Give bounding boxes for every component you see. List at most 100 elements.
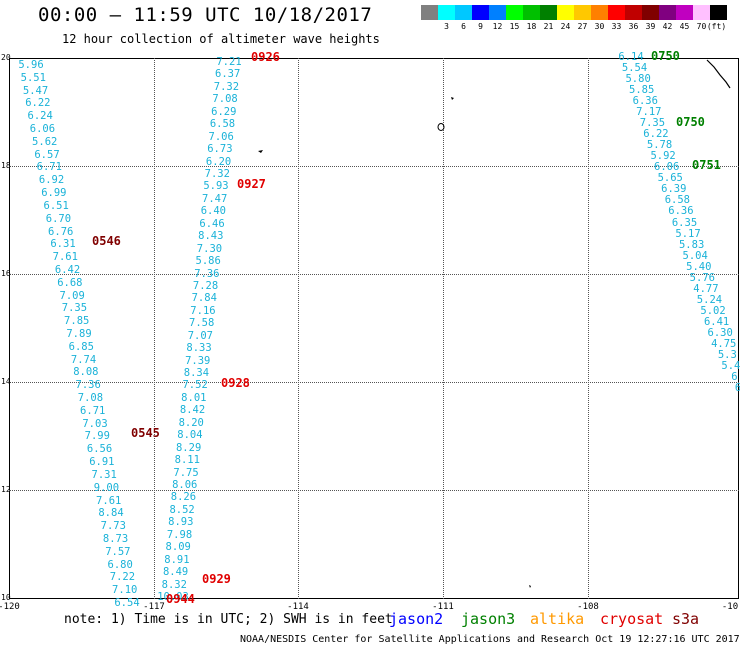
wave-height-value: 6.58	[209, 118, 236, 131]
legend-swatch	[489, 5, 506, 20]
wave-height-value: 6.22	[25, 97, 51, 110]
wave-height-value: 5.80	[625, 73, 651, 86]
wave-height-value: 7.39	[185, 354, 211, 367]
legend-label: 39	[645, 22, 656, 31]
wave-height-value: 7.22	[109, 571, 136, 584]
wave-height-value: 8.49	[162, 566, 189, 579]
legend-label: 27	[577, 22, 588, 31]
wave-height-value: 6.71	[36, 161, 62, 174]
wave-height-value: 6.36	[668, 205, 694, 218]
wave-height-value: 6.46	[199, 217, 225, 230]
y-axis-label: 16	[1, 269, 11, 278]
wave-height-value: 5.40	[686, 260, 712, 273]
wave-height-value: 6.56	[86, 443, 113, 456]
wave-height-value: 6.06	[654, 161, 680, 174]
wave-height-value: 8.20	[178, 416, 204, 429]
pass-time-label: 0545	[131, 426, 160, 440]
wave-height-value: 5.86	[195, 255, 221, 268]
satellite-name: cryosat	[600, 610, 664, 628]
wave-height-value: 7.30	[196, 242, 223, 255]
legend-swatch	[710, 5, 727, 20]
grid-line-horizontal	[9, 382, 739, 383]
wave-height-value: 7.61	[96, 494, 122, 507]
wave-height-value: 6.76	[48, 225, 74, 238]
wave-height-value: 8.91	[164, 553, 190, 566]
legend-swatch	[506, 5, 523, 20]
legend-label: 18	[526, 22, 537, 31]
wave-height-value: 7.17	[636, 106, 662, 119]
wave-height-value: 8.93	[168, 516, 194, 529]
x-axis-label: -120	[0, 602, 20, 612]
wave-height-value: 7.98	[166, 528, 193, 541]
wave-height-value: 6.40	[200, 205, 227, 218]
wave-height-value: 6	[734, 382, 740, 394]
wave-height-value: 5.85	[629, 84, 655, 97]
legend-label: 70	[696, 22, 707, 31]
wave-height-value: 7.35	[639, 117, 666, 130]
legend-label: 30	[594, 22, 605, 31]
x-axis-label: -108	[577, 602, 599, 612]
legend-swatch	[421, 5, 438, 20]
pass-time-label: 0944	[166, 592, 195, 606]
wave-height-value: 7.31	[91, 468, 117, 481]
wave-height-value: 8.42	[179, 404, 206, 417]
wave-height-value: 6.80	[107, 558, 133, 571]
legend-label: 15	[509, 22, 520, 31]
legend-swatch	[455, 5, 472, 20]
wave-height-value: 6.14	[618, 51, 644, 63]
wave-height-value: 7.73	[100, 520, 126, 533]
wave-height-value: 6.54	[114, 597, 140, 609]
wave-height-value: 6.30	[707, 326, 733, 339]
satellite-name: s3a	[672, 610, 700, 628]
wave-height-value: 7.75	[173, 466, 199, 479]
grid-line-vertical	[588, 58, 589, 599]
wave-height-value: 6.41	[703, 315, 730, 328]
wave-height-value: 8.11	[174, 454, 200, 467]
legend-swatch	[693, 5, 710, 20]
legend-swatch	[472, 5, 489, 20]
y-axis-label: 14	[1, 377, 11, 386]
legend-swatch	[523, 5, 540, 20]
legend-label: 12	[492, 22, 503, 31]
pass-time-label: 0750	[651, 49, 680, 63]
wave-height-value: 7.16	[190, 304, 216, 317]
wave-height-value: 7.03	[82, 417, 108, 430]
wave-height-value: 5.4	[721, 359, 740, 372]
wave-height-value: 6.58	[664, 194, 691, 207]
wave-height-value: 8.33	[186, 342, 212, 355]
wave-height-value: 7.84	[191, 292, 217, 305]
legend-label: 24	[560, 22, 571, 31]
map-subtitle: 12 hour collection of altimeter wave hei…	[62, 32, 380, 46]
wave-height-value: 6.68	[57, 276, 83, 289]
legend-label: 42	[662, 22, 673, 31]
legend-label: 21	[543, 22, 554, 31]
wave-height-value: 5.02	[700, 304, 726, 317]
wave-height-value: 5.17	[675, 227, 701, 240]
note-text: note: 1) Time is in UTC; 2) SWH is in fe…	[64, 612, 393, 627]
wave-height-value: 8.26	[170, 491, 197, 504]
wave-height-value: 6.20	[205, 155, 232, 168]
legend-label: 45	[679, 22, 690, 31]
wave-height-value: 6.57	[34, 148, 60, 161]
wave-height-value: 7.36	[194, 267, 220, 280]
pass-time-label: 0926	[251, 50, 280, 64]
legend-label: 9	[478, 22, 483, 31]
map-title: 00:00 – 11:59 UTC 10/18/2017	[38, 4, 373, 26]
legend-label: 33	[611, 22, 622, 31]
wave-height-value: 8.06	[172, 479, 198, 492]
wave-height-value: 5.24	[696, 293, 723, 306]
credit-footer: NOAA/NESDIS Center for Satellite Applica…	[240, 634, 740, 645]
wave-height-value: 4.75	[711, 337, 737, 350]
wave-height-value: 6.29	[211, 105, 237, 118]
x-axis-label: -111	[432, 602, 454, 612]
wave-height-value: 8.09	[165, 541, 191, 554]
pass-time-label: 0750	[676, 115, 705, 129]
wave-height-value: 5.51	[20, 71, 46, 84]
wave-height-value: 6.85	[68, 340, 94, 353]
legend-swatch	[540, 5, 557, 20]
wave-height-value: 6.06	[29, 123, 56, 136]
grid-line-vertical	[443, 58, 444, 599]
wave-height-value: 7.21	[216, 56, 242, 68]
grid-line-vertical	[298, 58, 299, 599]
wave-height-value: 6.37	[215, 68, 241, 81]
